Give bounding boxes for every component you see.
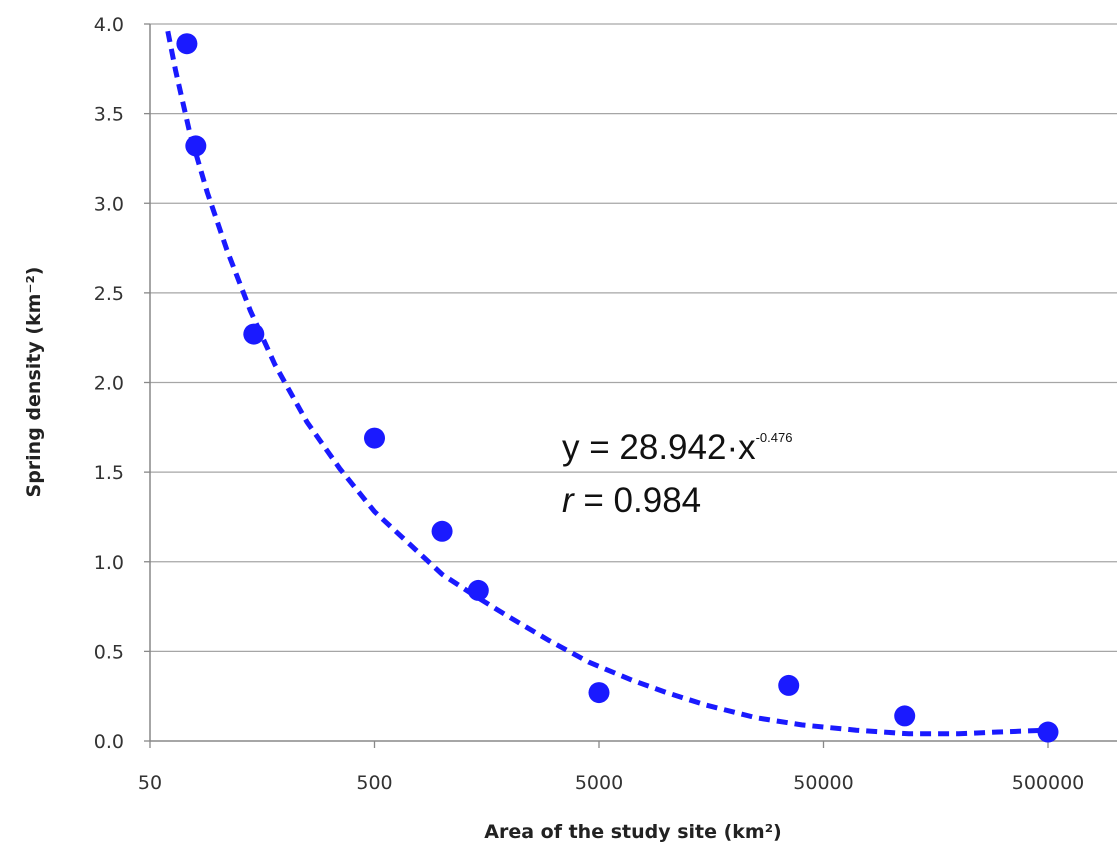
y-tick-label-4: 2.0	[94, 373, 124, 395]
trendline	[165, 30, 1049, 737]
data-point-9	[1037, 721, 1059, 743]
x-tick-label-0: 50	[138, 772, 162, 794]
data-point-0	[176, 33, 198, 55]
data-point-7	[778, 674, 800, 696]
data-points	[176, 33, 1059, 743]
x-tick-label-4: 500000	[1012, 772, 1085, 794]
y-tick-label-0: 0.0	[94, 731, 124, 753]
x-axis-label: Area of the study site (km²)	[484, 821, 782, 843]
data-point-5	[467, 579, 489, 601]
x-tick-label-2: 5000	[575, 772, 623, 794]
x-tick-label-1: 500	[356, 772, 392, 794]
y-tick-label-8: 4.0	[94, 14, 124, 36]
grid-lines	[144, 23, 1117, 748]
trendline-group	[165, 30, 1049, 737]
y-tick-label-2: 1.0	[94, 552, 124, 574]
y-tick-label-5: 2.5	[94, 283, 124, 305]
data-point-3	[364, 427, 385, 449]
equation-text: y = 28.942·x	[562, 428, 756, 467]
equation-annotation: y = 28.942·x-0.476	[562, 428, 792, 467]
y-axis-label: Spring density (km⁻²)	[23, 267, 45, 498]
y-tick-labels: 0.0 0.5 1.0 1.5 2.0 2.5 3.0 3.5 4.0	[94, 14, 124, 753]
y-tick-label-3: 1.5	[94, 462, 124, 484]
data-point-4	[431, 520, 453, 542]
y-tick-label-6: 3.0	[94, 193, 124, 215]
data-point-1	[185, 135, 207, 157]
data-point-6	[588, 682, 610, 704]
correlation-annotation: r = 0.984	[562, 481, 701, 520]
data-point-8	[894, 705, 916, 727]
data-point-2	[243, 323, 265, 345]
equation-exponent: -0.476	[756, 430, 793, 445]
x-tick-label-3: 50000	[793, 772, 853, 794]
y-tick-label-1: 0.5	[94, 641, 124, 663]
x-tick-labels: 50 500 5000 50000 500000	[138, 772, 1084, 794]
y-tick-label-7: 3.5	[94, 104, 124, 126]
r-value: = 0.984	[574, 481, 701, 520]
r-symbol: r	[562, 481, 575, 520]
axes	[149, 24, 1117, 742]
